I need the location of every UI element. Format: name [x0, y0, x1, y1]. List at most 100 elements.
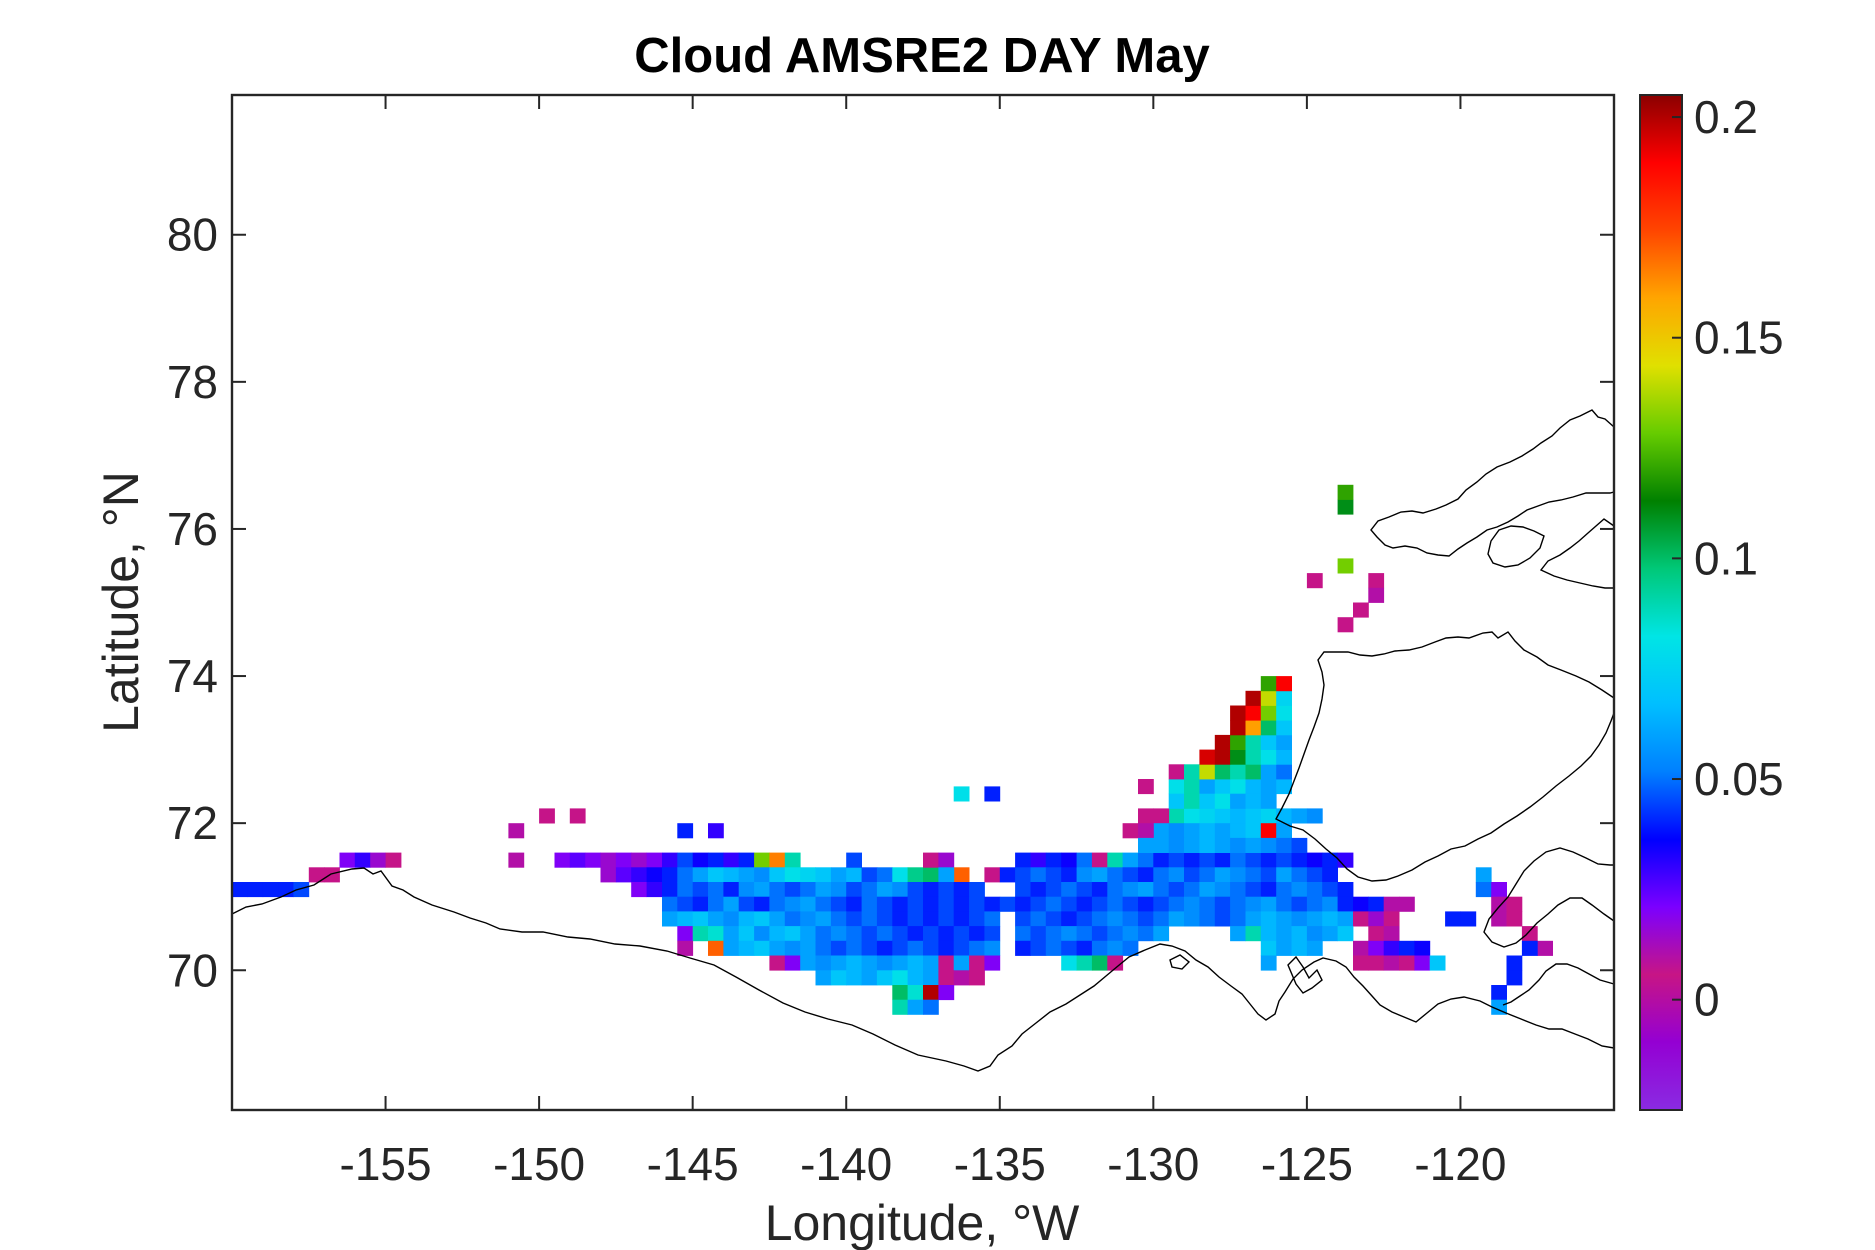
coastline-victoria-island	[1483, 847, 1615, 948]
heatmap-cell	[1138, 926, 1154, 942]
heatmap-cell	[692, 926, 709, 942]
heatmap-cell	[1230, 926, 1246, 942]
heatmap-cell	[1184, 779, 1200, 795]
heatmap-cell	[1260, 793, 1277, 809]
heatmap-cell	[1153, 808, 1170, 824]
colorbar: 0 0.05 0.1 0.15 0.2	[1639, 91, 1784, 1111]
heatmap-cell	[1506, 955, 1523, 971]
heatmap-cell	[677, 852, 694, 868]
heatmap-cell	[1276, 705, 1292, 721]
heatmap-cell	[892, 882, 909, 898]
heatmap-cell	[662, 896, 678, 912]
heatmap-cell	[953, 940, 970, 956]
heatmap-cell	[1306, 896, 1323, 912]
heatmap-cell	[1138, 779, 1154, 795]
heatmap-cell	[984, 896, 1001, 912]
coastline-melville-island	[1539, 518, 1615, 589]
heatmap-cell	[1168, 779, 1185, 795]
heatmap-cell	[1291, 852, 1308, 868]
heatmap-cell	[1245, 926, 1262, 942]
heatmap-cell	[1491, 985, 1507, 1001]
heatmap-cell	[646, 867, 663, 883]
heatmap-cell	[1230, 749, 1246, 765]
heatmap-cell	[1214, 808, 1231, 824]
y-tick-label: 80	[167, 209, 218, 261]
heatmap-cell	[1184, 837, 1200, 853]
heatmap-cell	[800, 896, 816, 912]
heatmap-cell	[1291, 837, 1308, 853]
x-axis: -155 -150 -145 -140 -135 -130 -125 -120	[340, 95, 1506, 1190]
heatmap-cell	[1214, 852, 1231, 868]
heatmap-cell	[1076, 867, 1093, 883]
heatmap-cell	[1276, 749, 1292, 765]
heatmap-cell	[846, 926, 862, 942]
heatmap-cell	[1091, 882, 1108, 898]
heatmap-cell	[1383, 926, 1400, 942]
heatmap-cell	[784, 940, 801, 956]
heatmap-cell	[938, 985, 955, 1001]
heatmap-cell	[938, 926, 955, 942]
heatmap-cell	[1091, 955, 1108, 971]
heatmap-cell	[1138, 911, 1154, 927]
heatmap-cell	[892, 985, 909, 1001]
heatmap-cell	[1260, 720, 1277, 736]
heatmap-cell	[1138, 823, 1154, 839]
heatmap-cell	[1153, 882, 1170, 898]
heatmap-cell	[1138, 896, 1154, 912]
heatmap-cell	[1368, 573, 1385, 589]
heatmap-cell	[953, 882, 970, 898]
colorbar-gradient	[1639, 94, 1683, 1111]
heatmap-cell	[754, 911, 770, 927]
heatmap-cell	[1276, 940, 1292, 956]
heatmap-cell	[1015, 926, 1031, 942]
heatmap-cell	[938, 882, 955, 898]
heatmap-cell	[938, 955, 955, 971]
heatmap-cell	[1306, 867, 1323, 883]
heatmap-cell	[1015, 882, 1031, 898]
coastline-banks-island	[1275, 631, 1615, 882]
heatmap-cell	[1230, 837, 1246, 853]
heatmap-cell	[1368, 911, 1385, 927]
heatmap-cell	[784, 852, 801, 868]
heatmap-cell	[1030, 867, 1047, 883]
heatmap-cell	[1184, 764, 1200, 780]
coastline-victoria-island-north	[1502, 963, 1615, 1006]
heatmap-cell	[1199, 882, 1216, 898]
heatmap-cell	[907, 970, 924, 986]
heatmap-cell	[876, 955, 893, 971]
heatmap-cell	[1199, 911, 1216, 927]
heatmap-cell	[1214, 867, 1231, 883]
heatmap-cell	[738, 940, 755, 956]
heatmap-cell	[1276, 911, 1292, 927]
heatmap-cell	[1153, 837, 1170, 853]
heatmap-cell	[1460, 911, 1477, 927]
heatmap-cell	[1353, 940, 1369, 956]
heatmap-cell	[1353, 911, 1369, 927]
heatmap-cell	[1245, 808, 1262, 824]
heatmap-cell	[600, 852, 617, 868]
heatmap-cell	[738, 926, 755, 942]
heatmap-cell	[876, 970, 893, 986]
heatmap-cell	[1245, 823, 1262, 839]
heatmap-cell	[708, 911, 724, 927]
heatmap-cell	[1260, 705, 1277, 721]
heatmap-cell	[1168, 837, 1185, 853]
heatmap-cell	[631, 882, 647, 898]
heatmap-cell	[830, 926, 847, 942]
heatmap-cell	[1122, 882, 1139, 898]
heatmap-cell	[815, 896, 832, 912]
heatmap-cell	[1030, 926, 1047, 942]
heatmap-cell	[769, 852, 786, 868]
heatmap-cell	[1199, 808, 1216, 824]
colorbar-tick-label: 0.05	[1694, 753, 1784, 805]
heatmap-cell	[876, 896, 893, 912]
heatmap-cell	[1015, 896, 1031, 912]
heatmap-cell	[1291, 911, 1308, 927]
heatmap-cell	[1291, 882, 1308, 898]
heatmap-cell	[784, 955, 801, 971]
heatmap-cell	[662, 852, 678, 868]
heatmap-cell	[815, 867, 832, 883]
heatmap-cell	[1138, 852, 1154, 868]
heatmap-cell	[1337, 896, 1354, 912]
x-tick-label: -130	[1107, 1138, 1199, 1190]
